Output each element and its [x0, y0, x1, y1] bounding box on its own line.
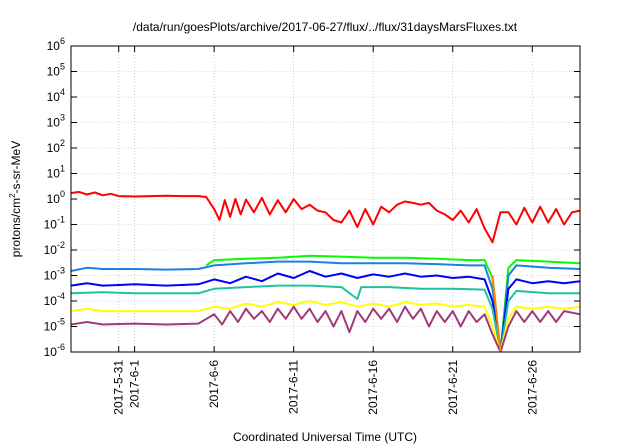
x-tick-label: 2017-6-6 [207, 360, 221, 408]
x-tick-label: 2017-6-16 [366, 360, 380, 415]
y-axis-ticks: 10-610-510-410-310-210-11001011021031041… [44, 36, 580, 359]
y-tick-label-exp: 2 [60, 138, 65, 148]
y-tick-label-exp: 4 [60, 87, 65, 97]
x-tick-label: 2017-6-21 [446, 360, 460, 415]
y-tick-label: 10-3 [44, 266, 65, 283]
x-tick-label: 2017-6-26 [525, 360, 539, 415]
y-tick-label-exp: -1 [57, 215, 65, 225]
y-tick-label-exp: 3 [60, 113, 65, 123]
series-layer [71, 190, 580, 352]
y-tick-label-base: 10 [44, 218, 58, 232]
y-tick-label-base: 10 [44, 345, 58, 359]
grid [71, 45, 580, 353]
x-tick-label: 2017-6-1 [128, 360, 142, 408]
y-axis-label-sup: 2 [8, 193, 17, 198]
y-tick-label-exp: -2 [57, 240, 65, 250]
y-tick-label-base: 10 [47, 65, 61, 79]
y-tick-label-base: 10 [44, 320, 58, 334]
y-tick-label-base: 10 [47, 39, 61, 53]
series-line-6 [71, 300, 580, 352]
y-tick-label-exp: -4 [57, 291, 65, 301]
y-tick-label: 10-1 [44, 215, 65, 232]
chart-title: /data/run/goesPlots/archive/2017-06-27/f… [133, 20, 518, 34]
y-tick-label-exp: 5 [60, 62, 65, 72]
y-tick-label: 104 [47, 87, 65, 104]
y-tick-label-exp: 1 [60, 164, 65, 174]
y-tick-label-base: 10 [47, 141, 61, 155]
y-axis-label-base: protons/cm [9, 198, 23, 257]
y-tick-label-exp: -3 [57, 266, 65, 276]
series-line-8 [491, 275, 502, 352]
y-tick-label: 10-5 [44, 317, 65, 334]
y-tick-label-base: 10 [44, 243, 58, 257]
y-tick-label-base: 10 [47, 167, 61, 181]
y-tick-label-exp: -6 [57, 342, 65, 352]
x-tick-label: 2017-5-31 [112, 360, 126, 415]
y-tick-label: 10-2 [44, 240, 65, 257]
y-tick-label-base: 10 [44, 269, 58, 283]
y-tick-label-exp: 6 [60, 36, 65, 46]
series-line-4 [71, 270, 580, 352]
x-tick-label: 2017-6-11 [287, 360, 301, 414]
series-line-7 [71, 305, 580, 352]
x-axis-ticks: 2017-5-31 2017-6-1 2017-6-6 2017-6-11 2017-6… [112, 46, 539, 415]
y-tick-label-exp: -5 [57, 317, 65, 327]
series-line-5 [71, 284, 580, 352]
y-axis-label-rest: -s-sr-MeV [9, 141, 23, 194]
y-tick-label: 101 [47, 164, 65, 181]
y-axis-label: protons/cm2-s-sr-MeV [8, 141, 23, 257]
y-tick-label-base: 10 [44, 294, 58, 308]
y-tick-label-exp: 0 [60, 189, 65, 199]
y-tick-label: 105 [47, 62, 65, 79]
y-tick-label: 100 [47, 189, 65, 206]
y-tick-label-base: 10 [47, 90, 61, 104]
y-tick-label: 102 [47, 138, 65, 155]
series-line-2 [205, 254, 580, 352]
y-tick-label: 106 [47, 36, 65, 53]
y-tick-label: 10-4 [44, 291, 65, 308]
x-axis-label: Coordinated Universal Time (UTC) [233, 430, 417, 444]
series-line-1 [71, 190, 580, 244]
y-tick-label-base: 10 [47, 192, 61, 206]
y-tick-label-base: 10 [47, 116, 61, 130]
y-tick-label: 103 [47, 113, 65, 130]
y-tick-label: 10-6 [44, 342, 65, 359]
